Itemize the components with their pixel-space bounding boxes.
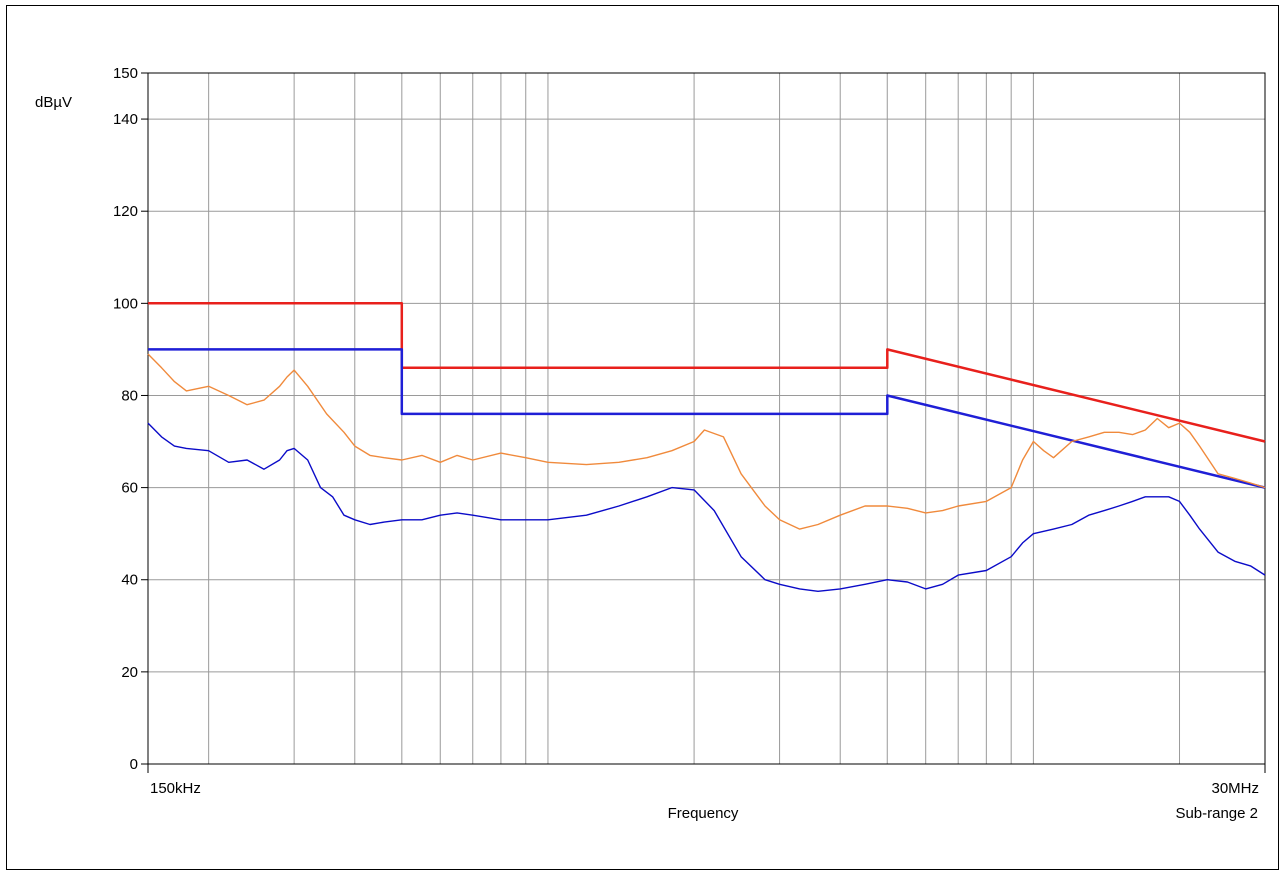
y-tick-label: 0 [130,756,138,773]
y-tick-label: 150 [113,65,138,82]
y-tick-label: 60 [121,480,138,497]
x-axis-label: Frequency [668,805,739,822]
x-tick-label: 30MHz [1211,780,1259,797]
y-tick-label: 40 [121,572,138,589]
x-tick-label: 150kHz [150,780,201,797]
y-tick-label: 120 [113,203,138,220]
y-tick-label: 140 [113,111,138,128]
y-tick-label: 80 [121,387,138,404]
y-tick-label: 100 [113,295,138,312]
y-tick-label: 20 [121,664,138,681]
sub-range-label: Sub-range 2 [1175,805,1258,822]
y-axis-label: dBµV [35,94,72,111]
